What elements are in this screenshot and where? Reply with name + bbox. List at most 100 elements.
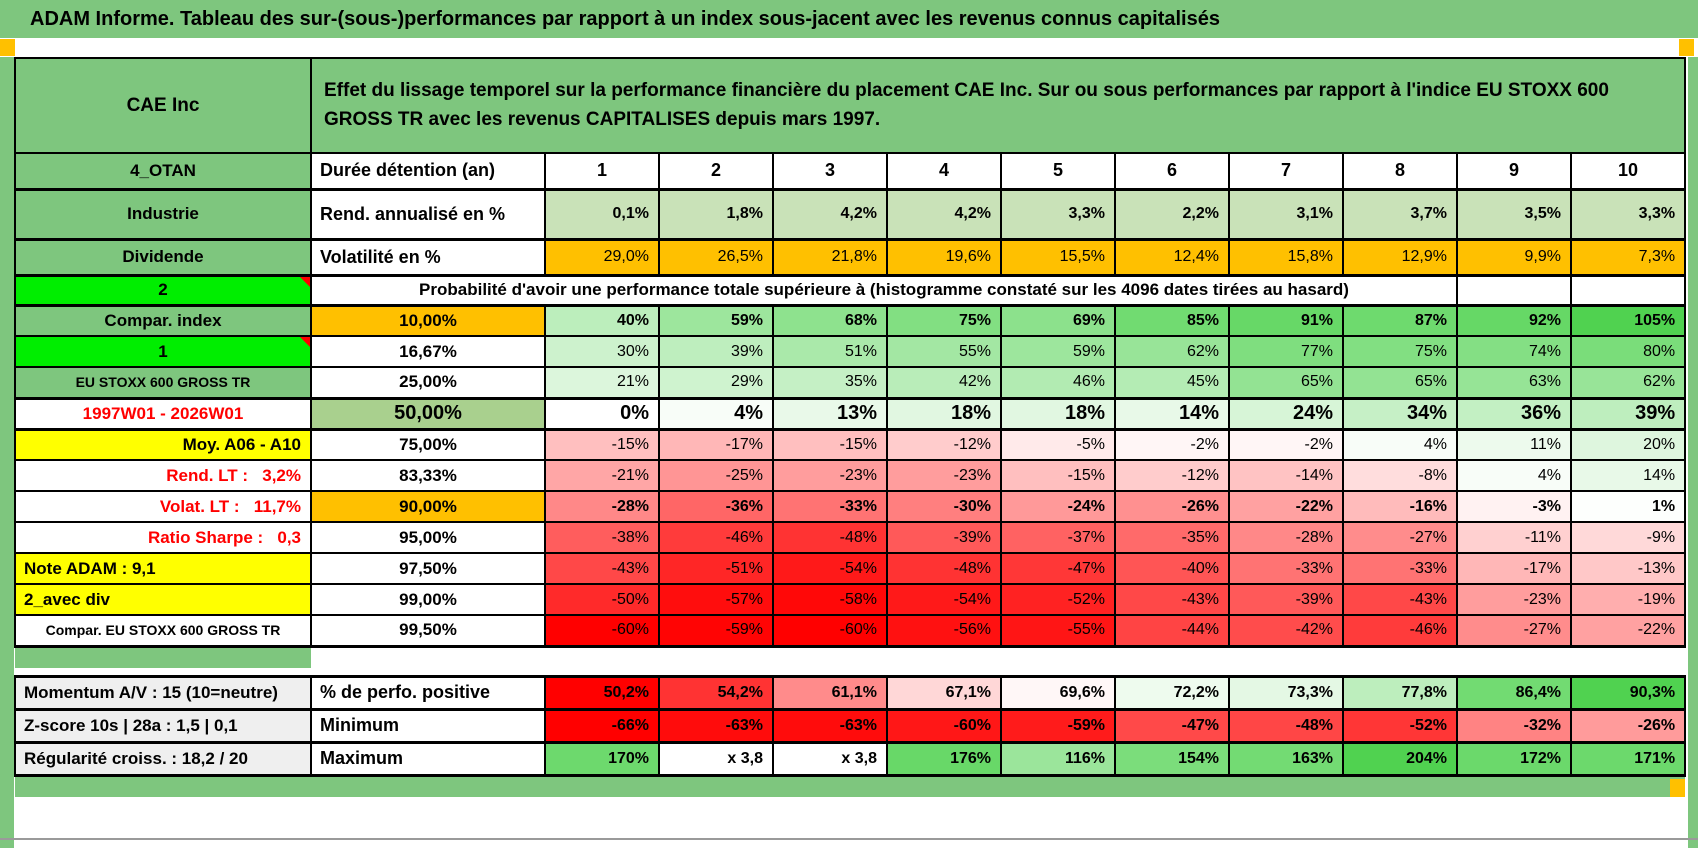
value-cell[interactable]: 87%	[1342, 304, 1458, 337]
value-cell[interactable]: 7,3%	[1569, 238, 1687, 277]
value-cell[interactable]: -46%	[1342, 614, 1458, 648]
value-cell[interactable]: 61,1%	[772, 674, 888, 711]
percentile-cell-95-00[interactable]: 95,00%	[310, 521, 546, 554]
value-cell[interactable]: 50,2%	[544, 674, 660, 711]
value-cell[interactable]: 1,8%	[658, 188, 774, 241]
value-cell[interactable]: -17%	[658, 428, 774, 461]
value-cell[interactable]: -44%	[1114, 614, 1230, 648]
value-cell[interactable]: -30%	[886, 490, 1002, 523]
value-cell[interactable]: -55%	[1000, 614, 1116, 648]
value-cell[interactable]: -48%	[1228, 708, 1344, 744]
value-cell[interactable]: 54,2%	[658, 674, 774, 711]
value-cell[interactable]: -50%	[544, 583, 660, 616]
value-cell[interactable]: -17%	[1456, 552, 1572, 585]
row-label-compar-index[interactable]: Compar. index	[14, 304, 312, 337]
duration-header-cell[interactable]: 6	[1114, 152, 1230, 191]
value-cell[interactable]: -26%	[1114, 490, 1230, 523]
value-cell[interactable]: -5%	[1000, 428, 1116, 461]
row-label-moy-a06-a10[interactable]: Moy. A06 - A10	[14, 428, 312, 461]
empty-cell[interactable]	[1569, 274, 1687, 307]
percentile-cell-83-33[interactable]: 83,33%	[310, 459, 546, 492]
value-cell[interactable]: -21%	[544, 459, 660, 492]
duration-header-cell[interactable]: 10	[1569, 152, 1687, 191]
value-cell[interactable]: 15,8%	[1228, 238, 1344, 277]
row-label-eu-stoxx-600-gross-tr[interactable]: EU STOXX 600 GROSS TR	[14, 366, 312, 399]
value-cell[interactable]: -25%	[658, 459, 774, 492]
value-cell[interactable]: -33%	[772, 490, 888, 523]
value-cell[interactable]: 20%	[1569, 428, 1687, 461]
row-label-ratio-sharpe-0-3[interactable]: Ratio Sharpe : 0,3	[14, 521, 312, 554]
value-cell[interactable]: 90,3%	[1569, 674, 1687, 711]
value-cell[interactable]: -15%	[772, 428, 888, 461]
row-label-compar-eu-stoxx-600-gross-tr[interactable]: Compar. EU STOXX 600 GROSS TR	[14, 614, 312, 648]
row-label-momentum-a-v-15-10-neutre[interactable]: Momentum A/V : 15 (10=neutre)	[14, 674, 312, 711]
value-cell[interactable]: 4%	[1342, 428, 1458, 461]
row-label-volat-lt-11-7[interactable]: Volat. LT : 11,7%	[14, 490, 312, 523]
value-cell[interactable]: 1%	[1569, 490, 1687, 523]
value-cell[interactable]: -63%	[772, 708, 888, 744]
value-cell[interactable]: -57%	[658, 583, 774, 616]
duration-header-cell[interactable]: 8	[1342, 152, 1458, 191]
value-cell[interactable]: -52%	[1000, 583, 1116, 616]
value-cell[interactable]: -3%	[1456, 490, 1572, 523]
value-cell[interactable]: -23%	[886, 459, 1002, 492]
value-cell[interactable]: 75%	[886, 304, 1002, 337]
value-cell[interactable]: 4%	[658, 396, 774, 431]
value-cell[interactable]: -58%	[772, 583, 888, 616]
value-cell[interactable]: -8%	[1342, 459, 1458, 492]
value-cell[interactable]: 0,1%	[544, 188, 660, 241]
value-cell[interactable]: -12%	[886, 428, 1002, 461]
value-cell[interactable]: -43%	[1342, 583, 1458, 616]
value-cell[interactable]: -42%	[1228, 614, 1344, 648]
value-cell[interactable]: 171%	[1569, 741, 1687, 777]
value-cell[interactable]: 12,9%	[1342, 238, 1458, 277]
value-cell[interactable]: 21,8%	[772, 238, 888, 277]
value-cell[interactable]: -15%	[544, 428, 660, 461]
value-cell[interactable]: -52%	[1342, 708, 1458, 744]
value-cell[interactable]: x 3,8	[772, 741, 888, 777]
probability-caption[interactable]: Probabilité d'avoir une performance tota…	[310, 274, 1458, 307]
value-cell[interactable]: -59%	[658, 614, 774, 648]
value-cell[interactable]: 86,4%	[1456, 674, 1572, 711]
value-cell[interactable]: 55%	[886, 335, 1002, 368]
value-cell[interactable]: -28%	[1228, 521, 1344, 554]
value-cell[interactable]: 154%	[1114, 741, 1230, 777]
duration-header-cell[interactable]: 2	[658, 152, 774, 191]
value-cell[interactable]: 3,5%	[1456, 188, 1572, 241]
value-cell[interactable]: -32%	[1456, 708, 1572, 744]
percentile-cell-25-00[interactable]: 25,00%	[310, 366, 546, 399]
row-label-2-avec-div[interactable]: 2_avec div	[14, 583, 312, 616]
value-cell[interactable]: -12%	[1114, 459, 1230, 492]
value-cell[interactable]: 4,2%	[886, 188, 1002, 241]
value-cell[interactable]: 46%	[1000, 366, 1116, 399]
value-cell[interactable]: 2,2%	[1114, 188, 1230, 241]
value-cell[interactable]: -36%	[658, 490, 774, 523]
row-label-industrie[interactable]: Industrie	[14, 188, 312, 241]
value-cell[interactable]: 0%	[544, 396, 660, 431]
duration-header-cell[interactable]: 1	[544, 152, 660, 191]
value-cell[interactable]: 40%	[544, 304, 660, 337]
value-cell[interactable]: 67,1%	[886, 674, 1002, 711]
row-label-4-otan[interactable]: 4_OTAN	[14, 152, 312, 191]
value-cell[interactable]: -14%	[1228, 459, 1344, 492]
value-cell[interactable]: -27%	[1456, 614, 1572, 648]
value-cell[interactable]: 62%	[1114, 335, 1230, 368]
value-cell[interactable]: -13%	[1569, 552, 1687, 585]
value-cell[interactable]: -33%	[1228, 552, 1344, 585]
value-cell[interactable]: 65%	[1342, 366, 1458, 399]
value-cell[interactable]: -15%	[1000, 459, 1116, 492]
value-cell[interactable]: -19%	[1569, 583, 1687, 616]
percentile-cell-50-00[interactable]: 50,00%	[310, 396, 546, 431]
value-cell[interactable]: -2%	[1228, 428, 1344, 461]
value-cell[interactable]: 39%	[658, 335, 774, 368]
metric-dur-e-d-tention-an[interactable]: Durée détention (an)	[310, 152, 546, 191]
value-cell[interactable]: 172%	[1456, 741, 1572, 777]
value-cell[interactable]: 29,0%	[544, 238, 660, 277]
value-cell[interactable]: -43%	[1114, 583, 1230, 616]
value-cell[interactable]: 15,5%	[1000, 238, 1116, 277]
value-cell[interactable]: 92%	[1456, 304, 1572, 337]
value-cell[interactable]: 116%	[1000, 741, 1116, 777]
row-label-z-score-10s-28a-1-5-0-1[interactable]: Z-score 10s | 28a : 1,5 | 0,1	[14, 708, 312, 744]
row-label-note-adam-9-1[interactable]: Note ADAM : 9,1	[14, 552, 312, 585]
value-cell[interactable]: 59%	[658, 304, 774, 337]
